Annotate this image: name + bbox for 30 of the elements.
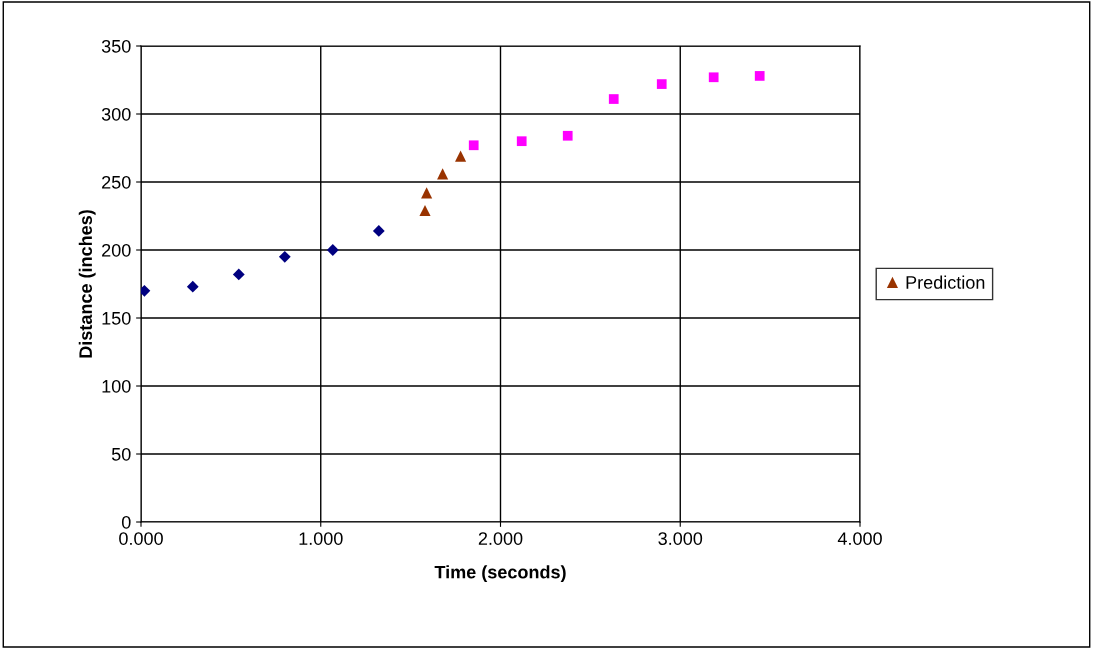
x-tick-label: 2.000: [478, 532, 523, 545]
x-tick-label: 1.000: [299, 532, 343, 545]
legend-label: Prediction: [906, 275, 985, 289]
y-tick-label: 350: [101, 39, 131, 53]
y-tick-label: 300: [101, 107, 131, 121]
y-tick-label: 150: [102, 311, 131, 325]
x-tick-label: 3.000: [658, 532, 703, 545]
x-tick-label: 0.000: [119, 532, 163, 545]
y-tick-label: 50: [111, 447, 131, 461]
y-tick-label: 100: [102, 379, 131, 393]
y-tick-label: 0: [121, 515, 131, 529]
point: [326, 244, 339, 256]
y-tick-label: 250: [102, 175, 131, 189]
point: [455, 150, 467, 162]
point: [516, 136, 527, 147]
point: [278, 250, 291, 263]
y-axis-title: Distance (inches): [78, 210, 96, 358]
point: [419, 205, 431, 217]
x-tick-label: 4.000: [837, 532, 882, 545]
point: [608, 94, 619, 104]
y-tick-label: 200: [102, 243, 131, 257]
point: [468, 140, 479, 151]
point: [232, 268, 245, 281]
point: [656, 79, 667, 89]
point: [708, 72, 719, 83]
point: [754, 71, 765, 81]
point: [562, 130, 573, 141]
point: [372, 225, 385, 237]
x-axis-title: Time (seconds): [434, 565, 566, 583]
point: [186, 280, 199, 293]
